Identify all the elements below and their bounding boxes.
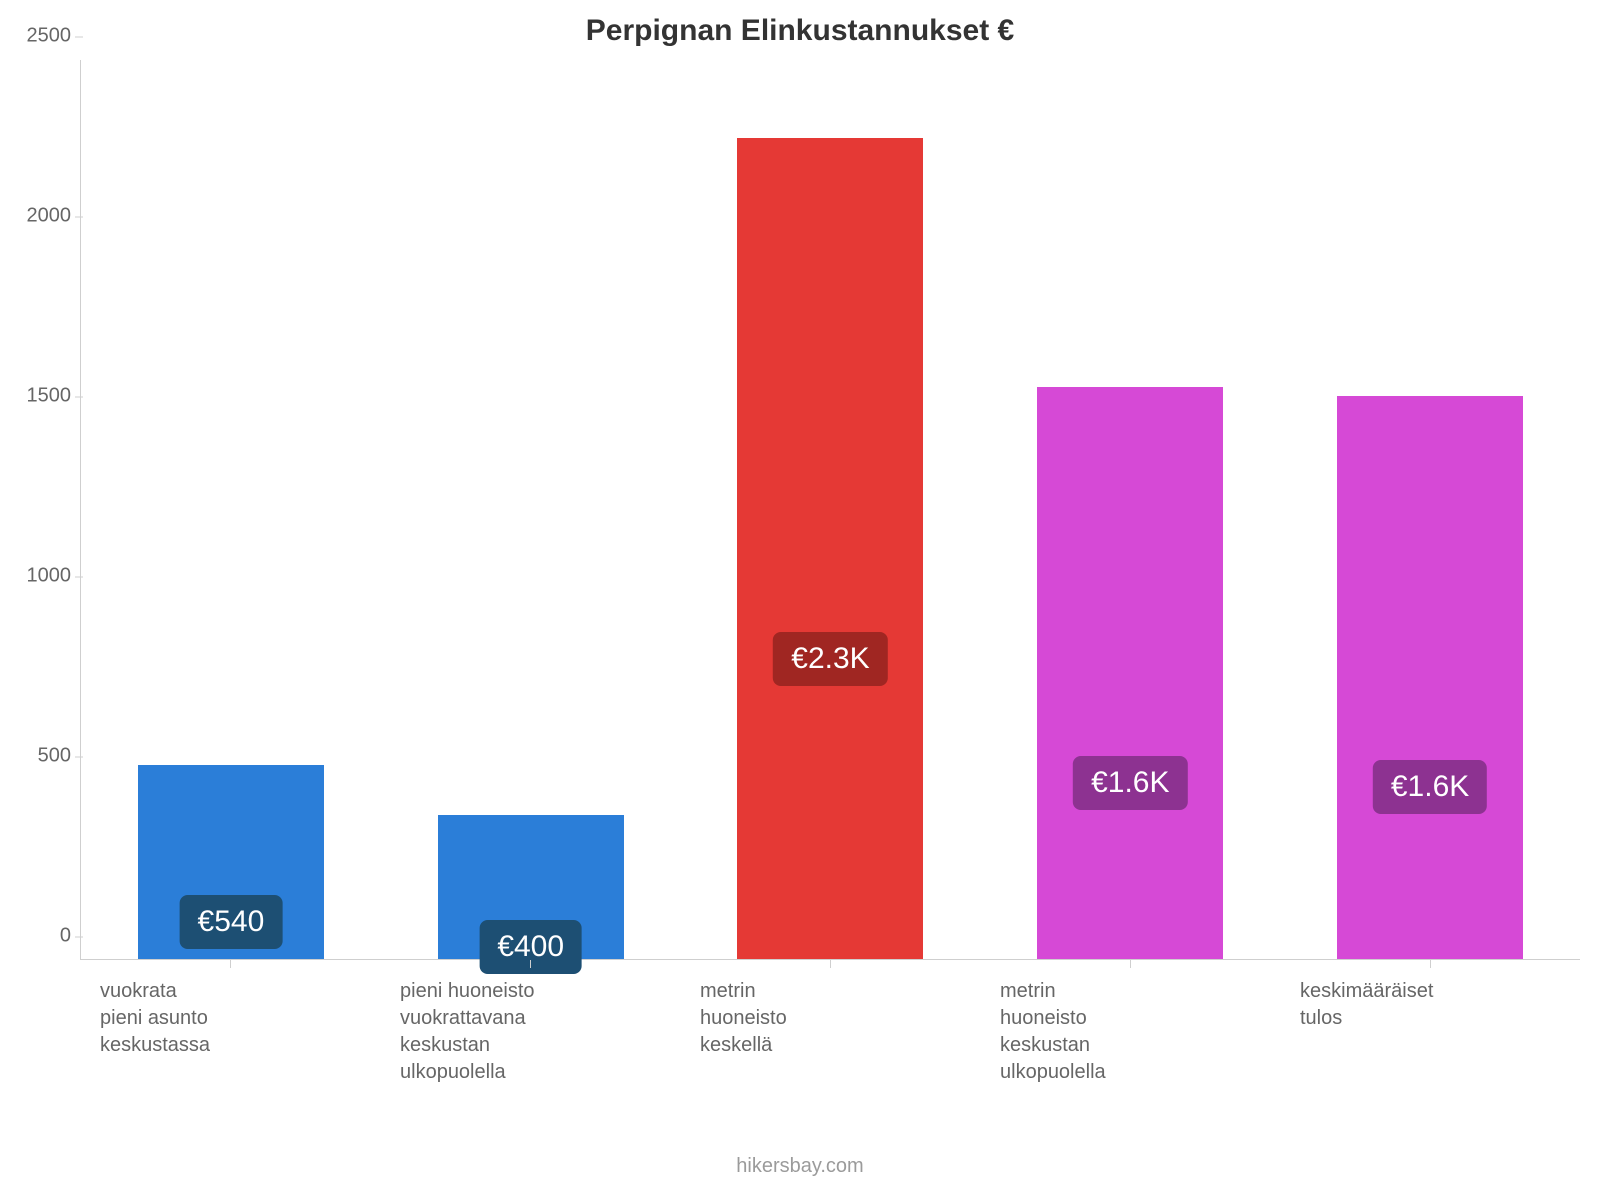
bar-slot: €400 bbox=[381, 60, 681, 959]
value-badge: €1.6K bbox=[1073, 756, 1187, 810]
x-axis-tickmark bbox=[530, 960, 531, 968]
x-axis-label: pieni huoneisto vuokrattavana keskustan … bbox=[400, 978, 660, 1086]
y-axis-tick: 2000 bbox=[21, 205, 71, 228]
cost-of-living-bar-chart: Perpignan Elinkustannukset € €540 €400 €2.… bbox=[0, 0, 1600, 1200]
y-axis-tick: 1500 bbox=[21, 385, 71, 408]
x-axis-tickmark bbox=[830, 960, 831, 968]
y-axis-tick: 1000 bbox=[21, 565, 71, 588]
bar-slot: €1.6K bbox=[980, 60, 1280, 959]
plot-area: €540€400€2.3K€1.6K€1.6K 0500100015002000… bbox=[80, 60, 1580, 960]
x-axis-label: metrin huoneisto keskustan ulkopuolella bbox=[1000, 978, 1260, 1086]
y-axis-tick: 500 bbox=[21, 745, 71, 768]
bar-slot: €2.3K bbox=[681, 60, 981, 959]
bar bbox=[1037, 387, 1223, 959]
x-axis-tickmark bbox=[1130, 960, 1131, 968]
chart-title: Perpignan Elinkustannukset € bbox=[0, 14, 1600, 48]
bar bbox=[1337, 396, 1523, 959]
bar-slot: €1.6K bbox=[1280, 60, 1580, 959]
attribution-text: hikersbay.com bbox=[0, 1155, 1600, 1178]
value-badge: €2.3K bbox=[773, 632, 887, 686]
x-axis-tickmark bbox=[1430, 960, 1431, 968]
x-axis-tickmark bbox=[230, 960, 231, 968]
y-axis-tick: 2500 bbox=[21, 25, 71, 48]
x-axis-label: keskimääräiset tulos bbox=[1300, 978, 1560, 1032]
value-badge: €540 bbox=[180, 895, 283, 949]
bar-slot: €540 bbox=[81, 60, 381, 959]
x-axis-label: metrin huoneisto keskellä bbox=[700, 978, 960, 1059]
x-axis-label: vuokrata pieni asunto keskustassa bbox=[100, 978, 360, 1059]
y-axis-tick: 0 bbox=[21, 925, 71, 948]
value-badge: €1.6K bbox=[1373, 760, 1487, 814]
bars-container: €540 €400 €2.3K €1.6K €1.6K bbox=[81, 60, 1580, 959]
bar bbox=[737, 138, 923, 959]
